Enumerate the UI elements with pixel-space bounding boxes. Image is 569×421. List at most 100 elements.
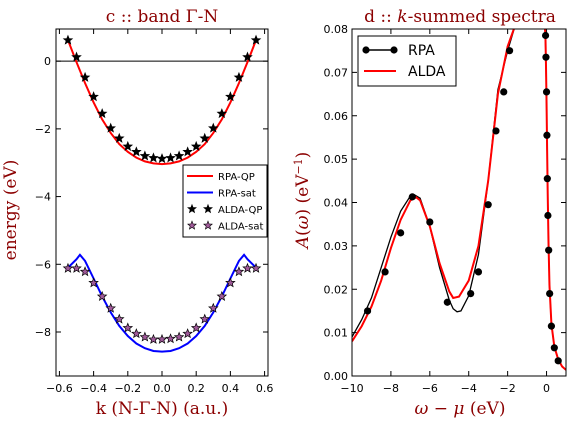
panel-d-point-rpa-peak: [554, 357, 562, 365]
panel-c-y-tick-label: −6: [35, 258, 51, 271]
panel-c-x-tick-label: −0.6: [46, 382, 73, 395]
panel-c-point-alda-qp: [173, 150, 185, 161]
panel-d-y-tick-label: 0.00: [324, 370, 349, 383]
panel-c-point-alda-sat: [173, 331, 185, 342]
panel-c-point-alda-sat: [131, 328, 142, 339]
panel-d-y-tick-label: 0.02: [324, 283, 349, 296]
panel-d-point-rpa-peak: [544, 211, 552, 220]
panel-d-y-tick-label: 0.05: [324, 153, 349, 166]
panel-c-point-alda-sat: [105, 302, 116, 313]
panel-c-point-alda-qp: [71, 51, 82, 62]
panel-c-point-alda-qp: [96, 108, 108, 119]
panel-c-point-alda-qp: [88, 91, 99, 102]
panel-c-point-alda-sat: [96, 290, 108, 301]
panel-c-point-alda-sat: [208, 302, 219, 313]
panel-d-point-rpa: [492, 127, 500, 135]
panel-d-point-rpa: [426, 218, 434, 226]
panel-c-point-alda-sat: [242, 262, 253, 273]
panel-d-point-rpa-peak: [547, 322, 556, 330]
panel-d-y-tick-label: 0.04: [324, 197, 349, 210]
panel-d-x-tick-label: −2: [500, 382, 516, 395]
panel-d-y-tick-label: 0.01: [324, 327, 349, 340]
panel-d-frame: [351, 28, 567, 377]
panel-d-point-rpa-peak: [546, 289, 554, 298]
panel-d-point-rpa: [363, 307, 372, 315]
panel-d-point-rpa-peak: [542, 53, 550, 61]
panel-c-x-tick-label: 0.4: [222, 382, 240, 395]
panel-c-point-alda-sat: [182, 328, 193, 339]
panel-d-point-rpa: [484, 201, 492, 209]
panel-d-x-tick-label: −10: [340, 382, 363, 395]
panel-c-point-alda-qp: [233, 71, 245, 82]
panel-c-point-alda-qp: [182, 146, 193, 157]
panel-d-point-rpa: [500, 88, 508, 96]
panel-c-frame: [55, 28, 269, 377]
panel-c-y-tick-label: −4: [35, 191, 51, 204]
panel-d-legend-box: [357, 35, 457, 87]
panel-c-point-alda-sat: [62, 262, 74, 273]
panel-c-legend-star-alda-qp: [203, 203, 213, 214]
panel-c-point-alda-sat: [190, 322, 202, 333]
panel-c-point-alda-qp: [250, 34, 262, 45]
panel-c-y-axis-label: energy (eV): [1, 160, 21, 261]
panel-c-point-alda-qp: [242, 51, 253, 62]
panel-c-legend-star-alda-sat: [187, 220, 197, 230]
panel-c-point-alda-qp: [148, 152, 159, 163]
panel-c-legend-label-alda-qp: ALDA-QP: [218, 205, 262, 216]
panel-d-point-rpa-peak: [542, 88, 551, 96]
panel-c-point-alda-sat: [79, 266, 91, 277]
panel-d-point-rpa-peak: [543, 175, 551, 183]
panel-d-point-rpa-peak: [543, 131, 551, 139]
panel-c-point-alda-sat: [148, 333, 159, 344]
panel-d-point-rpa: [408, 193, 416, 201]
panel-d-point-rpa: [397, 229, 405, 237]
panel-c-point-alda-sat: [122, 322, 134, 333]
panel-c-legend: RPA-QP RPA-sat ALDA-QP ALDA-sat: [182, 164, 268, 238]
panel-c-point-alda-sat: [113, 313, 125, 324]
panel-d-y-tick-label: 0.06: [324, 110, 349, 123]
panel-c-legend-star-alda-sat: [203, 220, 213, 230]
panel-d-x-axis-label: ω − μ (eV): [414, 399, 505, 419]
panel-c-point-alda-qp: [156, 153, 168, 164]
panel-d-clipped: [352, 29, 566, 371]
panel-c-x-tick-label: 0.0: [153, 382, 171, 395]
panel-d-x-tick-label: −6: [422, 382, 438, 395]
panel-d-legend: RPA ALDA: [357, 35, 457, 87]
panel-d-x-tick-label: −8: [383, 382, 399, 395]
panel-c-series-rpa-qp: [67, 39, 257, 166]
panel-d-x-tick-label: 0: [543, 382, 550, 395]
panel-c-point-alda-qp: [165, 152, 176, 163]
panel-d-point-rpa: [467, 289, 475, 298]
panel-c-point-alda-sat: [233, 266, 245, 277]
panel-c-point-alda-qp: [199, 132, 211, 143]
panel-c-point-alda-sat: [165, 333, 176, 344]
panel-c-x-tick-label: −0.2: [114, 382, 141, 395]
panel-c-y-tick-label: 0: [44, 55, 51, 68]
panel-c-x-tick-label: 0.2: [187, 382, 205, 395]
panel-d-y-tick-label: 0.08: [324, 23, 349, 36]
panel-c-point-alda-qp: [122, 140, 134, 151]
panel-c-point-alda-qp: [225, 91, 236, 102]
panel-d-point-rpa: [474, 268, 483, 276]
panel-d-legend-label-rpa: RPA: [408, 43, 435, 59]
panel-c-point-alda-sat: [71, 262, 82, 273]
panel-c-point-alda-qp: [79, 71, 91, 82]
panel-d-x-tick-label: −4: [461, 382, 477, 395]
panel-c-point-alda-sat: [199, 313, 211, 324]
panel-d-legend-marker-rpa: [390, 46, 398, 54]
panel-d-point-rpa: [443, 298, 451, 306]
panel-c-plot-area: −0.6 −0.4 −0.2 0.0 0.2 0.4 0.6 0 −2 −4 −6 −8: [35, 29, 273, 395]
panel-d-y-tick-label: 0.03: [324, 240, 349, 253]
panel-d-plot-area: −10 −8 −6 −4 −2 0 0.00 0.01 0.02 0.03 0.04 0.05 0.06…: [324, 23, 566, 395]
panel-c-legend-label-rpa-qp: RPA-QP: [218, 172, 255, 183]
panel-c-point-alda-qp: [62, 34, 74, 45]
panel-c-legend-label-alda-sat: ALDA-sat: [218, 222, 264, 233]
panel-c-point-alda-qp: [105, 122, 116, 133]
panel-c-point-alda-sat: [225, 277, 236, 288]
panel-d-title: d :: k-summed spectra: [364, 7, 556, 27]
panel-d-point-rpa-peak: [545, 246, 553, 254]
panel-d-legend-marker-rpa: [362, 46, 370, 54]
panel-d-point-rpa-peak: [541, 31, 550, 40]
panel-d: d :: k-summed spectra A(ω) (eV−1) ω − μ …: [292, 7, 567, 419]
